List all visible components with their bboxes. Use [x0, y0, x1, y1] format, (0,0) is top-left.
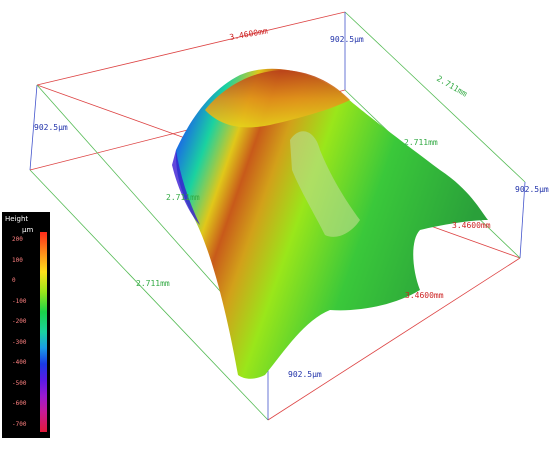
legend-tick: -100 [12, 297, 27, 305]
legend-tick: 0 [12, 277, 16, 284]
dim-right-red: 3.4600mm [452, 221, 491, 230]
legend-tick: -700 [12, 420, 27, 428]
legend-tick: -200 [12, 318, 27, 325]
dim-left-blue: 902.5µm [34, 123, 68, 132]
legend-tick: -300 [12, 338, 27, 346]
dim-top-blue: 902.5µm [330, 35, 364, 44]
height-legend: Height µm 200 100 0 -100 -200 -300 -400 -500 -60… [2, 212, 50, 438]
dim-right-green-top: 2.711mm [435, 74, 469, 99]
dim-mid-green: 2.711mm [166, 193, 200, 202]
legend-title: Height [5, 215, 29, 223]
legend-tick: 200 [12, 236, 23, 243]
dim-right-blue: 902.5µm [515, 185, 549, 194]
dim-center-green: 2.711mm [404, 138, 438, 147]
dim-left-green: 2.711mm [136, 279, 170, 288]
legend-unit: µm [22, 226, 34, 234]
legend-tick: -400 [12, 359, 27, 366]
dim-bottom-blue: 902.5µm [288, 370, 322, 379]
legend-tick: -500 [12, 379, 27, 387]
dim-bottom-red: 3.4600mm [405, 291, 444, 300]
dim-top-red: 3.4600mm [229, 26, 269, 42]
legend-tick: 100 [12, 256, 23, 264]
height-surface [172, 68, 488, 379]
legend-color-bar [40, 232, 47, 432]
legend-tick: -600 [12, 400, 27, 407]
